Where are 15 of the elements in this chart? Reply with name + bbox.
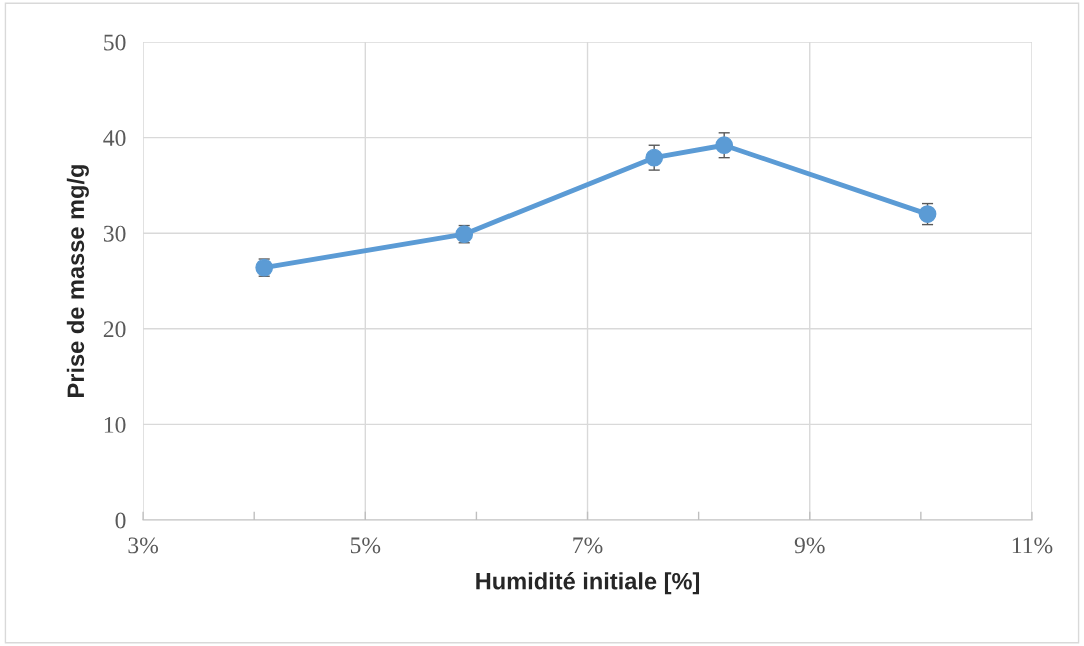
y-tick-label: 0 — [115, 512, 126, 529]
point — [715, 136, 734, 155]
y-tick-label: 10 — [104, 416, 126, 433]
x-tick-label: 11% — [1012, 537, 1053, 554]
x-axis-title: Humidité initiale [%] — [476, 572, 700, 595]
point — [645, 148, 664, 167]
x-tick-label: 3% — [128, 537, 159, 554]
y-tick-label: 40 — [103, 130, 126, 147]
x-tick-label: 7% — [573, 537, 603, 554]
x-tick-label: 5% — [350, 537, 381, 554]
y-axis-title: Prise de masse mg/g — [66, 165, 89, 397]
y-tick-label: 20 — [103, 321, 126, 338]
y-tick-label: 50 — [104, 34, 126, 51]
y-tick-label: 30 — [103, 225, 126, 242]
x-tick-label: 9% — [794, 537, 825, 554]
